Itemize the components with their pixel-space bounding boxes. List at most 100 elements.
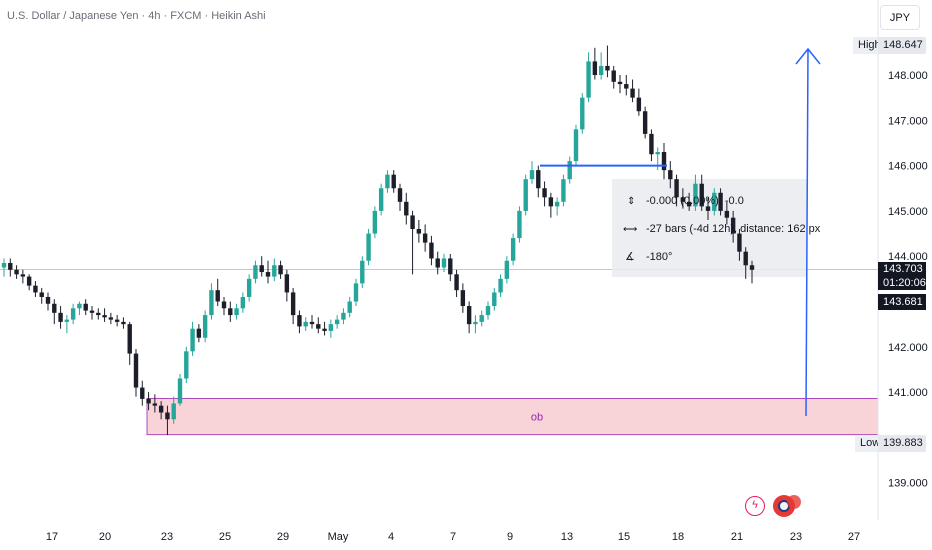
candle-body [165,412,170,420]
candle-body [668,170,673,180]
candle-body [448,258,453,275]
candle-body [14,269,19,275]
candle-body [743,251,748,266]
candle-body [8,262,13,270]
candle-body [586,61,591,98]
candlestick-series [1,45,755,436]
candle-body [177,378,183,404]
candle-body [77,303,82,309]
candle-body [542,188,547,198]
candle-body [347,301,352,313]
secondary-price-tag: 143.681 [878,294,926,310]
vertical-range-icon: ⇕ [627,196,635,207]
candle-body [196,328,202,338]
candle-body [712,192,717,211]
order-block-label: ob [531,412,543,424]
candle-body [404,201,409,216]
candle-body [378,188,384,211]
candle-body [341,312,346,320]
time-tick-label: 25 [219,531,231,543]
price-tick-label: 142.000 [888,342,928,354]
candle-body [718,192,723,211]
candle-body [39,292,44,297]
time-tick-label: 7 [450,531,456,543]
candle-body [737,233,742,252]
candle-body [567,161,572,180]
candle-body [89,310,95,313]
candle-body [265,272,271,277]
candle-body [360,260,365,284]
lightning-icon[interactable]: ϟ [745,496,765,516]
order-block-zone[interactable] [146,398,879,436]
time-tick-label: 15 [618,531,630,543]
time-axis[interactable]: 17 20 23 25 29 May 4 7 9 13 15 18 21 23 27 [46,531,860,543]
candle-body [385,174,390,189]
candle-body [127,324,132,354]
candle-body [290,292,296,316]
candle-body [184,351,189,379]
candle-body [730,217,736,234]
candle-body [422,233,428,243]
candle-body [45,296,51,304]
time-tick-label: 4 [388,531,394,543]
candle-body [485,306,491,316]
candle-body [548,197,554,207]
candle-body [146,398,151,404]
candle-body [592,61,598,75]
candle-body [96,312,101,316]
candle-body [630,88,635,98]
candle-body [479,315,484,322]
candle-body [529,170,535,180]
currency-button[interactable]: JPY [880,5,920,30]
candle-body [699,183,704,207]
candle-body [121,321,126,325]
candle-body [636,97,642,112]
candle-body [221,301,227,309]
candle-body [140,387,145,399]
candle-body [52,303,57,313]
measure-angle-text: -180° [646,251,672,263]
projection-arrow[interactable] [795,47,821,417]
time-tick-label: 9 [507,531,513,543]
candle-body [272,265,277,277]
candle-body [674,179,679,198]
time-tick-label: 18 [672,531,684,543]
candle-body [649,133,654,155]
time-tick-label: May [328,531,349,543]
price-tick-label: 141.000 [888,387,928,399]
candle-body [234,308,239,316]
price-tick-label: 146.000 [888,161,928,173]
candle-body [240,296,246,309]
candle-body [504,260,510,279]
candle-body [561,179,566,202]
candle-body [1,262,7,268]
time-tick-label: 29 [277,531,289,543]
candle-body [278,265,283,275]
candle-body [624,84,629,89]
candle-body [303,321,308,327]
candle-body [724,210,730,218]
time-tick-label: 23 [790,531,802,543]
candle-body [498,278,503,293]
candle-body [580,97,585,130]
candle-body [171,403,176,420]
candle-body [749,265,755,270]
time-tick-label: 17 [46,531,58,543]
price-tick-label: 147.000 [888,115,928,127]
candle-body [209,290,214,316]
measure-tool-box[interactable] [612,179,807,277]
candle-body [429,242,434,259]
candle-body [397,188,403,202]
candle-body [114,319,120,322]
measure-bars-text: -27 bars (-4d 12h), distance: 162 px [646,223,821,235]
countdown-tag: 01:20:06 [878,276,926,290]
candle-body [297,315,302,327]
price-axis[interactable]: 148.000 147.000 146.000 145.000 144.000 142.0… [888,70,928,490]
low-value: 139.883 [878,435,926,452]
event-marker-icon[interactable] [787,495,801,509]
candle-body [20,274,26,277]
candle-body [190,328,195,352]
candle-body [58,312,63,322]
candle-body [334,319,340,325]
